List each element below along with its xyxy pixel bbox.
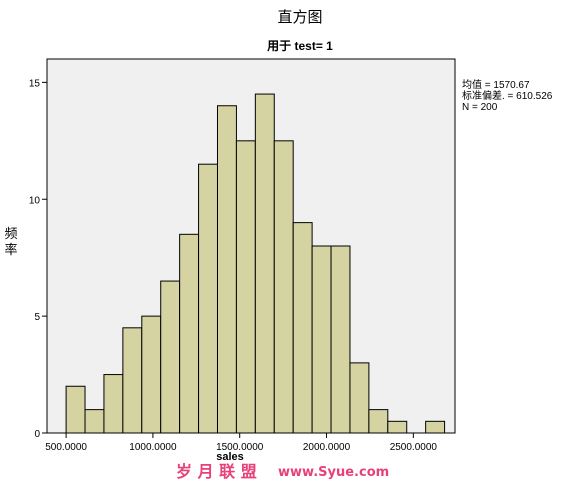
histogram-bar [349, 362, 370, 434]
histogram-bar [254, 93, 275, 434]
histogram-bar [368, 409, 389, 434]
y-tick-label: 10 [29, 195, 41, 206]
watermark-logo-text: 岁 月 联 盟 [176, 462, 257, 481]
chart-title: 直方图 [277, 8, 322, 26]
y-axis-label: 频率 [4, 227, 17, 258]
histogram-bar [179, 233, 200, 434]
histogram-bar [84, 409, 105, 434]
x-tick-label: 1000.0000 [129, 442, 177, 453]
stats-n: N = 200 [462, 102, 498, 113]
y-tick-label: 15 [29, 78, 41, 89]
histogram-bar [65, 385, 86, 434]
x-tick-label: 2500.0000 [390, 442, 438, 453]
histogram-bar [273, 140, 294, 434]
watermark-url: www.Syue.com [278, 465, 389, 480]
x-tick-label: 1500.0000 [216, 442, 264, 453]
histogram-bar [141, 315, 162, 434]
x-tick-label: 500.0000 [45, 442, 87, 453]
histogram-bar [198, 163, 218, 434]
stats-mean: 均值 = 1570.67 [462, 78, 530, 91]
x-axis-label: sales [216, 451, 244, 463]
histogram-bar [311, 245, 332, 434]
histogram-bar [160, 280, 181, 434]
histogram-bars [65, 93, 446, 434]
histogram-bar [122, 327, 143, 434]
histogram-bar [387, 420, 408, 434]
histogram-bar [330, 245, 351, 434]
y-axis-ticks: 0 5 10 15 [29, 78, 47, 440]
histogram-bar [235, 140, 256, 434]
x-tick-label: 2000.0000 [303, 442, 351, 453]
histogram-bar [216, 105, 237, 434]
stats-sd: 标准偏差. = 610.526 [462, 89, 553, 102]
chart-subtitle: 用于 test= 1 [266, 39, 333, 53]
x-axis-ticks: 500.0000 1000.0000 1500.0000 2000.0000 2500.… [45, 433, 437, 453]
histogram-bar [425, 420, 446, 434]
y-tick-label: 5 [34, 312, 40, 323]
y-tick-label: 0 [34, 429, 40, 440]
histogram-bar [292, 222, 313, 434]
histogram-bar [103, 374, 124, 434]
